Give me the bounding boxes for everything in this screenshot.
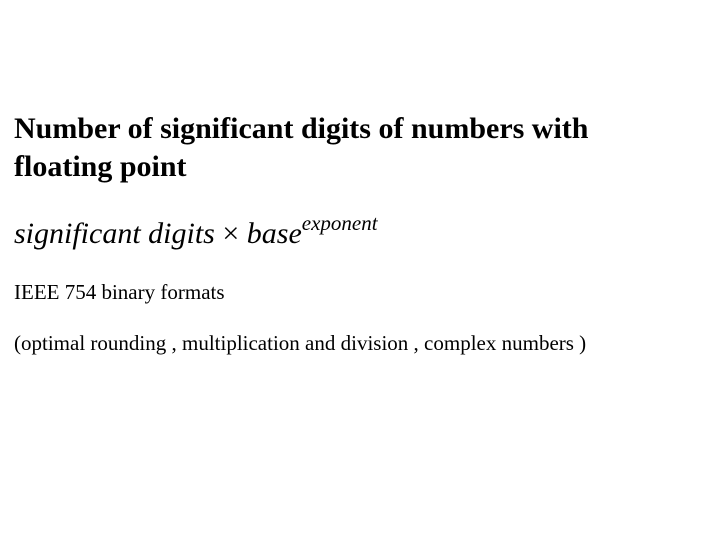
title-line-2: floating point [14,150,187,183]
note: (optimal rounding , multiplication and d… [14,331,706,356]
formula: significant digits × baseexponent [14,213,706,252]
formula-significant: significant digits [14,217,215,250]
formula-times: × [222,217,239,250]
formula-base: base [247,217,302,250]
slide-title: Number of significant digits of numbers … [14,110,706,185]
slide: Number of significant digits of numbers … [0,0,720,540]
formula-exponent: exponent [302,211,378,235]
subheading: IEEE 754 binary formats [14,280,706,305]
title-line-1: Number of significant digits of numbers … [14,112,588,145]
